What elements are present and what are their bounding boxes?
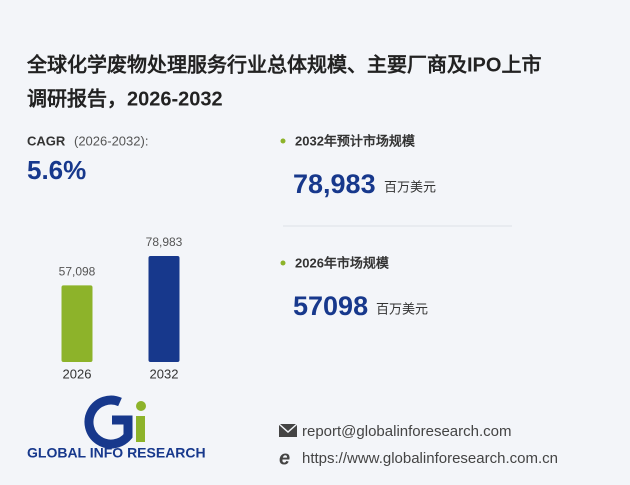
value-label: 57,098 bbox=[59, 265, 96, 279]
x-tick-label: 2026 bbox=[63, 366, 92, 381]
value-label: 78,983 bbox=[146, 235, 183, 249]
bullet bbox=[280, 260, 286, 266]
logo-i bbox=[136, 416, 145, 442]
cagr-period: (2026-2032): bbox=[74, 133, 148, 148]
stat-label: 2032年预计市场规模 bbox=[295, 133, 416, 148]
title: 调研报告，2026-2032 bbox=[27, 86, 223, 110]
x-tick-label: 2032 bbox=[150, 366, 179, 381]
brand: GLOBAL INFO RESEARCH bbox=[27, 445, 206, 461]
email-icon-flap bbox=[278, 423, 298, 434]
stat-value: 57098 bbox=[293, 291, 368, 321]
web-icon: e bbox=[279, 447, 290, 469]
stat-unit: 百万美元 bbox=[376, 301, 428, 316]
cagr-label: CAGR bbox=[27, 133, 66, 148]
email: report@globalinforesearch.com bbox=[302, 423, 512, 440]
bar bbox=[61, 285, 93, 362]
logo-g bbox=[84, 395, 133, 449]
logo-dot bbox=[136, 401, 146, 411]
stat-label: 2026年市场规模 bbox=[295, 255, 390, 270]
stat-value: 78,983 bbox=[293, 169, 376, 199]
bar bbox=[148, 256, 180, 362]
title: 全球化学废物处理服务行业总体规模、主要厂商及IPO上市 bbox=[26, 52, 541, 76]
stat-unit: 百万美元 bbox=[384, 179, 436, 194]
logo bbox=[84, 395, 146, 449]
bullet bbox=[280, 138, 286, 144]
cagr-value: 5.6% bbox=[27, 155, 86, 185]
website: https://www.globalinforesearch.com.cn bbox=[302, 450, 558, 467]
